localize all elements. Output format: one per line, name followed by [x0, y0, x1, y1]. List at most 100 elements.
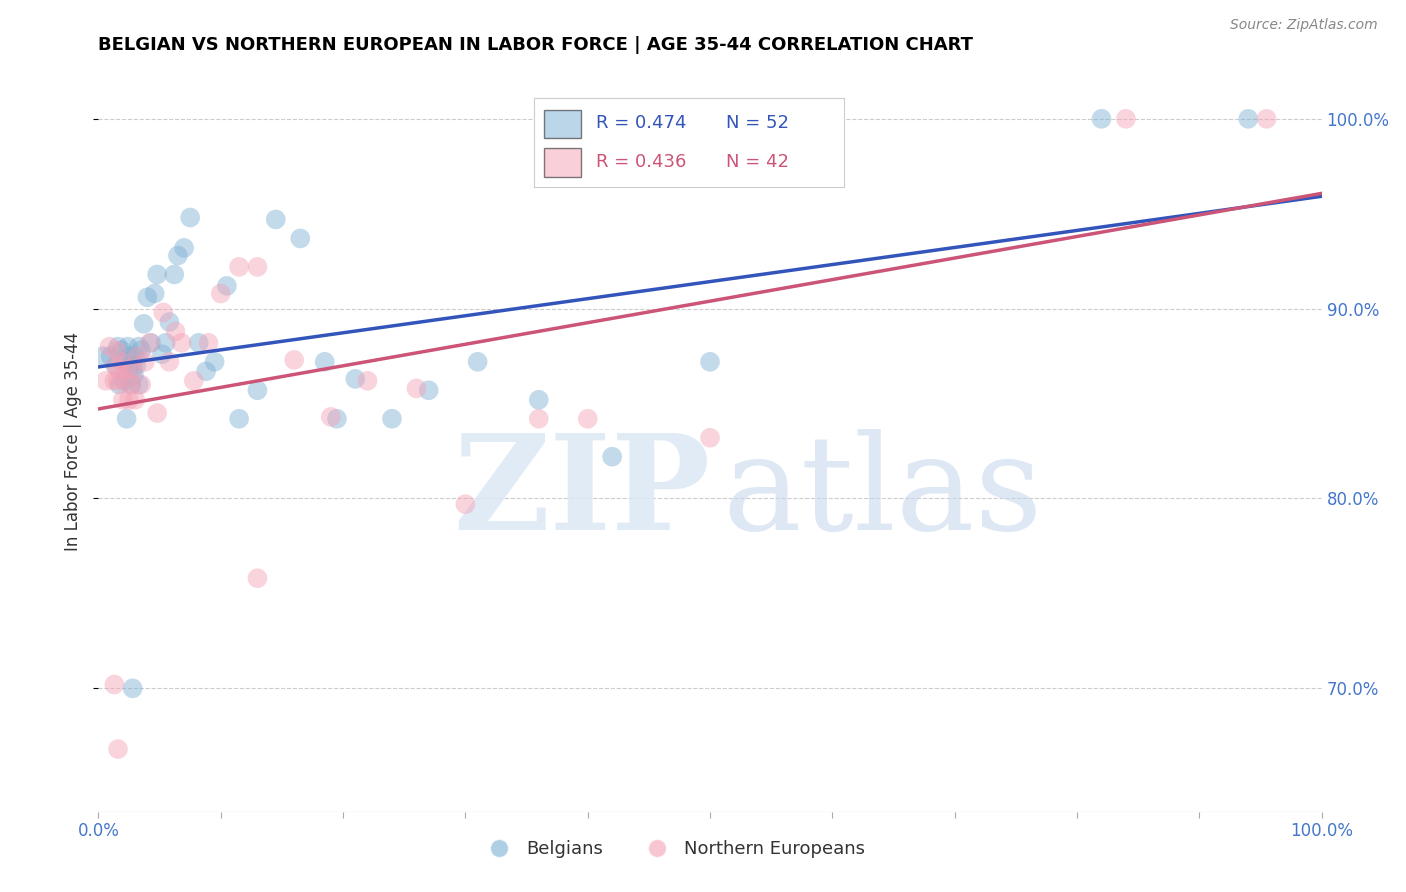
Point: [405, 381, 427, 395]
Point: [1115, 112, 1137, 126]
Point: [114, 355, 136, 369]
Point: [104, 359, 127, 373]
Point: [246, 571, 269, 585]
Point: [146, 268, 169, 282]
Point: [117, 340, 139, 354]
Point: [136, 290, 159, 304]
Point: [125, 359, 148, 373]
Point: [699, 431, 721, 445]
Point: [381, 411, 404, 425]
Point: [139, 335, 162, 350]
Point: [179, 211, 201, 225]
Point: [104, 359, 127, 373]
Point: [115, 411, 138, 425]
Point: [124, 392, 146, 407]
Point: [183, 374, 205, 388]
Point: [143, 286, 166, 301]
Point: [111, 392, 134, 407]
Point: [146, 406, 169, 420]
Point: [155, 335, 177, 350]
Legend: Belgians, Northern Europeans: Belgians, Northern Europeans: [474, 833, 873, 865]
Point: [454, 497, 477, 511]
Point: [204, 355, 226, 369]
Point: [314, 355, 336, 369]
Text: R = 0.436: R = 0.436: [596, 153, 686, 171]
Point: [344, 372, 367, 386]
Point: [94, 374, 117, 388]
Point: [157, 315, 180, 329]
Text: ZIP: ZIP: [453, 429, 710, 558]
Point: [167, 248, 190, 262]
Point: [121, 362, 143, 376]
Point: [103, 677, 125, 691]
Point: [129, 343, 152, 358]
Point: [127, 349, 149, 363]
Point: [107, 374, 129, 388]
Point: [283, 352, 305, 367]
Point: [264, 212, 287, 227]
Point: [120, 377, 142, 392]
Point: [150, 347, 173, 361]
Point: [197, 335, 219, 350]
Point: [152, 305, 174, 319]
Point: [103, 374, 125, 388]
Point: [111, 355, 134, 369]
Point: [122, 368, 145, 383]
Point: [132, 317, 155, 331]
Text: N = 52: N = 52: [725, 114, 789, 132]
Point: [108, 377, 131, 392]
Point: [115, 362, 138, 376]
Point: [228, 260, 250, 274]
Point: [91, 349, 114, 363]
Point: [112, 374, 135, 388]
Point: [195, 364, 218, 378]
Point: [107, 340, 129, 354]
Text: Source: ZipAtlas.com: Source: ZipAtlas.com: [1230, 18, 1378, 32]
Point: [170, 335, 193, 350]
Point: [165, 325, 187, 339]
Point: [215, 278, 238, 293]
Point: [173, 241, 195, 255]
Text: atlas: atlas: [723, 429, 1043, 558]
Point: [246, 260, 269, 274]
Point: [1256, 112, 1278, 126]
Text: BELGIAN VS NORTHERN EUROPEAN IN LABOR FORCE | AGE 35-44 CORRELATION CHART: BELGIAN VS NORTHERN EUROPEAN IN LABOR FO…: [98, 36, 973, 54]
Point: [111, 343, 134, 358]
Point: [1090, 112, 1112, 126]
Point: [105, 343, 128, 358]
Point: [418, 384, 440, 398]
Point: [129, 377, 152, 392]
Point: [209, 286, 232, 301]
Text: N = 42: N = 42: [725, 153, 789, 171]
Point: [527, 392, 550, 407]
Point: [128, 377, 150, 392]
Point: [98, 340, 121, 354]
Point: [228, 411, 250, 425]
Point: [100, 349, 122, 363]
Point: [527, 411, 550, 425]
Point: [600, 450, 623, 464]
FancyBboxPatch shape: [544, 148, 581, 177]
Point: [1237, 112, 1260, 126]
Point: [163, 268, 186, 282]
Point: [326, 411, 349, 425]
Point: [467, 355, 489, 369]
Point: [187, 335, 209, 350]
Point: [134, 355, 156, 369]
Y-axis label: In Labor Force | Age 35-44: In Labor Force | Age 35-44: [65, 332, 83, 551]
Point: [319, 409, 342, 424]
Point: [118, 359, 141, 373]
Point: [139, 335, 162, 350]
Point: [120, 349, 142, 363]
Text: R = 0.474: R = 0.474: [596, 114, 686, 132]
Point: [699, 355, 721, 369]
Point: [356, 374, 378, 388]
Point: [246, 384, 269, 398]
FancyBboxPatch shape: [544, 110, 581, 138]
Point: [118, 392, 141, 407]
Point: [576, 411, 599, 425]
Point: [114, 374, 136, 388]
Point: [121, 359, 143, 373]
Point: [157, 355, 180, 369]
Point: [121, 681, 143, 696]
